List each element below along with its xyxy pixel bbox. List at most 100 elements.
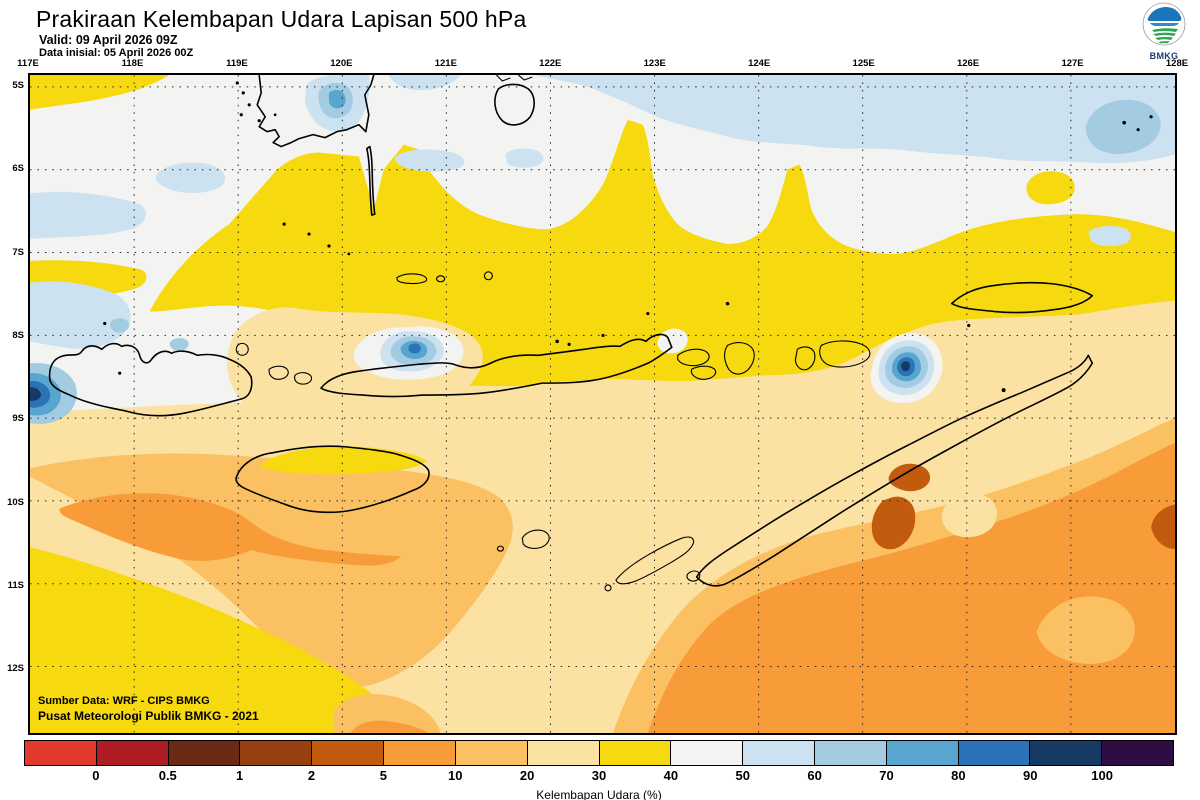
bmkg-logo-icon	[1142, 2, 1186, 46]
contour-region-2-5-spot-east	[1151, 504, 1175, 550]
contour-region-2-5-spot-large	[871, 496, 916, 550]
colorbar-segment-20-30	[527, 741, 600, 765]
colorbar-segment->100	[1102, 741, 1173, 765]
lon-tick-label: 123E	[643, 58, 666, 69]
contour-region-90-100-alor	[900, 361, 910, 372]
lat-tick-label: 8S	[12, 329, 24, 341]
colorbar-tick-10: 10	[448, 768, 463, 783]
contour-region-10-20-swirl	[1036, 596, 1135, 664]
kabaena-island	[494, 83, 535, 126]
rote-island	[604, 536, 695, 592]
semau-island	[686, 570, 701, 582]
colorbar-tick-70: 70	[879, 768, 894, 783]
colorbar-tick-30: 30	[591, 768, 607, 783]
lon-tick-label: 120E	[330, 58, 353, 69]
wetar-island	[950, 281, 1094, 314]
colorbar-tick-40: 40	[663, 768, 679, 783]
contour-region-80-90-flores-bullseye	[408, 343, 421, 354]
colorbar-tick-20: 20	[519, 768, 535, 783]
colorbar-segment-40-50	[671, 741, 744, 765]
colorbar-tick-100: 100	[1091, 768, 1113, 783]
alor-island	[819, 340, 871, 368]
contour-region-60-70-specks	[109, 318, 189, 352]
colorbar-segment-<0	[25, 741, 97, 765]
sulawesi-ne-bits	[495, 75, 533, 82]
colorbar-segment-70-80	[886, 741, 959, 765]
contour-region-5-10-bottom-patch	[350, 720, 429, 733]
colorbar-tick-80: 80	[951, 768, 966, 783]
sulawesi-coast	[256, 75, 375, 148]
contour-region-30-40-spot-ne	[1026, 171, 1075, 205]
ring-island	[483, 271, 493, 281]
colorbar-segment-5-10	[384, 741, 456, 765]
colorbar-segment-0.5-1	[168, 741, 241, 765]
lat-tick-label: 6S	[12, 163, 24, 175]
solor-adonara	[677, 348, 717, 380]
colorbar-tick-5: 5	[379, 768, 387, 783]
colorbar-segment-30-40	[599, 741, 672, 765]
lon-tick-label: 118E	[121, 58, 144, 69]
lon-tick-label: 126E	[956, 58, 980, 69]
lembata-island	[724, 342, 755, 375]
contour-region-70-80-top-bullseye	[328, 90, 346, 109]
publisher-line: Pusat Meteorologi Publik BMKG - 2021	[38, 709, 259, 723]
valid-time-label: Valid: 09 April 2026 09Z	[39, 33, 178, 47]
lon-tick-label: 121E	[434, 58, 457, 69]
sabu-island	[496, 529, 550, 552]
lat-tick-label: 12S	[7, 663, 24, 675]
colorbar-tick-0.5: 0.5	[158, 768, 177, 783]
humidity-map	[28, 73, 1177, 735]
colorbar-tick-0: 0	[92, 768, 100, 783]
colorbar-caption: Kelembapan Udara (%)	[536, 788, 662, 800]
colorbar-segment-1-2	[240, 741, 313, 765]
lon-tick-label: 124E	[748, 58, 771, 69]
lon-tick-label: 119E	[226, 58, 248, 69]
tanahjampea-islands	[396, 273, 446, 285]
colorbar-tick-1: 1	[236, 768, 244, 783]
selayar-island	[366, 145, 376, 216]
colorbar-segment-2-5	[312, 741, 385, 765]
contour-region-30-40-sumba	[260, 446, 427, 475]
colorbar-segment-10-20	[455, 741, 528, 765]
colorbar-tick-labels: 0 0.5 1 2 5 10 20 30 40 50 60 70 80 90 100	[24, 768, 1174, 784]
humidity-contour-field	[30, 75, 1175, 733]
graticule	[30, 75, 1175, 733]
colorbar-tick-60: 60	[807, 768, 822, 783]
contour-region-5-10-southeast	[647, 442, 1175, 733]
lon-tick-label: 122E	[539, 58, 562, 69]
colorbar-tick-90: 90	[1023, 768, 1038, 783]
lon-tick-label: 127E	[1061, 58, 1084, 69]
coastlines	[48, 75, 1094, 592]
contour-region-50-60-topband	[535, 75, 1175, 164]
contour-region-20-30-patch-se	[941, 493, 997, 538]
colorbar-tick-2: 2	[307, 768, 316, 783]
bmkg-logo: BMKG	[1138, 2, 1190, 61]
colorbar-segment-60-70	[814, 741, 887, 765]
lat-tick-label: 7S	[12, 246, 24, 258]
contour-region-2-5-spot-small	[888, 463, 931, 492]
pantar-island	[794, 346, 816, 371]
lon-tick-label: 117E	[17, 58, 39, 69]
colorbar-segment-0-0.5	[96, 741, 169, 765]
contour-region-5-10-southwest	[59, 493, 401, 566]
colorbar-segment-80-90	[958, 741, 1031, 765]
flores-island	[320, 333, 673, 398]
contour-region-60-70-ne	[1085, 99, 1161, 155]
komodo-islands	[268, 365, 313, 385]
colorbar-segment-50-60	[743, 741, 815, 765]
colorbar-segment-90-100	[1030, 741, 1103, 765]
colorbar-tick-50: 50	[735, 768, 750, 783]
lon-tick-label: 128E	[1165, 58, 1189, 69]
bmkg-logo-text: BMKG	[1149, 51, 1179, 61]
lat-tick-label: 10S	[7, 496, 24, 508]
contour-region-30-40-bottomleft	[30, 547, 399, 733]
timor-island	[695, 354, 1094, 587]
initial-time-label: Data inisial: 05 April 2026 00Z	[39, 47, 194, 59]
sumba-island	[235, 445, 430, 514]
lat-tick-label: 9S	[12, 413, 24, 425]
sumbawa-island	[48, 342, 253, 417]
contour-region-90-100-west-bullseye	[30, 387, 41, 402]
sangeang-island	[235, 342, 249, 356]
page-title: Prakiraan Kelembapan Udara Lapisan 500 h…	[36, 6, 527, 32]
